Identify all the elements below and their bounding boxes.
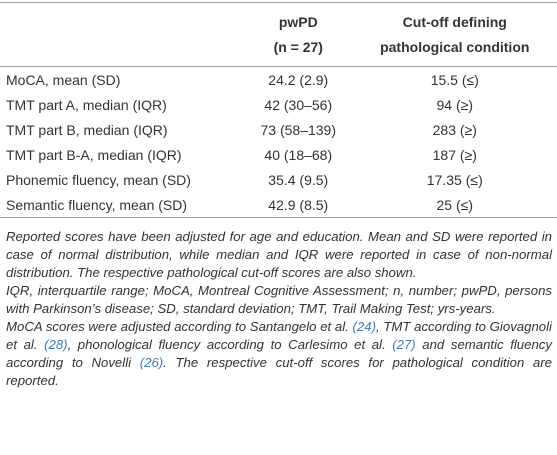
header-text: (n = 27) xyxy=(273,39,323,55)
footnote-text: , phonological fluency according to Carl… xyxy=(67,337,393,352)
footnote-text: IQR, interquartile range; MoCA, Montreal… xyxy=(6,283,552,316)
citation: (24) xyxy=(352,319,376,334)
table-cell: 35.4 (9.5) xyxy=(268,171,329,188)
table-cell: 24.2 (2.9) xyxy=(268,71,329,88)
footnotes: Reported scores have been adjusted for a… xyxy=(6,228,552,390)
table-cell: 73 (58–139) xyxy=(260,121,337,138)
header-text: Cut-off defining xyxy=(402,14,507,30)
data-table: pwPD (n = 27) Cut-off defining pathological… xyxy=(0,2,557,218)
footnote-text: Reported scores have been adjusted for a… xyxy=(6,229,552,280)
header-text: pathological condition xyxy=(380,39,530,55)
table-cell: TMT part A, median (IQR) xyxy=(6,96,167,113)
table-cell: TMT part B, median (IQR) xyxy=(6,121,168,138)
footnote-text: . The respective cut-off scores for path… xyxy=(6,355,552,388)
table-row: Phonemic fluency, mean (SD) 35.4 (9.5) 17.… xyxy=(0,167,557,192)
table-cell: 187 (≥) xyxy=(432,146,477,163)
table-row: TMT part A, median (IQR) 42 (30–56) 94 (≥) xyxy=(0,92,557,117)
footnote: IQR, interquartile range; MoCA, Montreal… xyxy=(6,282,552,318)
footnote-text: and semantic fluency according to Novell… xyxy=(6,337,552,370)
table-cell: 42 (30–56) xyxy=(264,96,333,113)
table-cell: MoCA, mean (SD) xyxy=(6,71,121,88)
table-cell: 40 (18–68) xyxy=(264,146,333,163)
footnote-text: MoCA scores were adjusted according to S… xyxy=(6,319,353,334)
table-cell: 94 (≥) xyxy=(436,96,473,113)
table-row: TMT part B, median (IQR) 73 (58–139) 283 (… xyxy=(0,117,557,142)
citation: (27) xyxy=(392,337,416,352)
table-row: Semantic fluency, mean (SD) 42.9 (8.5) 25 … xyxy=(0,192,557,218)
header-text: pwPD xyxy=(278,14,318,30)
table-cell: Phonemic fluency, mean (SD) xyxy=(6,171,191,188)
table-cell: 283 (≥) xyxy=(432,121,477,138)
table-cell: 17.35 (≤) xyxy=(426,171,483,188)
header-cell xyxy=(0,3,244,67)
header-row: pwPD (n = 27) Cut-off defining pathological… xyxy=(0,3,557,67)
table-cell: 42.9 (8.5) xyxy=(268,196,329,213)
table-cell: Semantic fluency, mean (SD) xyxy=(6,196,188,213)
footnote: MoCA scores were adjusted according to S… xyxy=(6,318,552,390)
header-cell: pwPD (n = 27) xyxy=(244,3,353,67)
citation: (26) xyxy=(139,355,164,370)
table-cell: 15.5 (≤) xyxy=(430,71,479,88)
table-cell: 25 (≤) xyxy=(436,196,473,213)
table-cell: TMT part B-A, median (IQR) xyxy=(6,146,182,163)
header-cell: Cut-off defining pathological condition xyxy=(353,3,557,67)
citation: (28) xyxy=(44,337,68,352)
footnote-text: , TMT according to Giovagnoli et al. xyxy=(6,319,552,352)
table-row: TMT part B-A, median (IQR) 40 (18–68) 187 … xyxy=(0,142,557,167)
table-row: MoCA, mean (SD) 24.2 (2.9) 15.5 (≤) xyxy=(0,67,557,93)
footnote: Reported scores have been adjusted for a… xyxy=(6,228,552,282)
